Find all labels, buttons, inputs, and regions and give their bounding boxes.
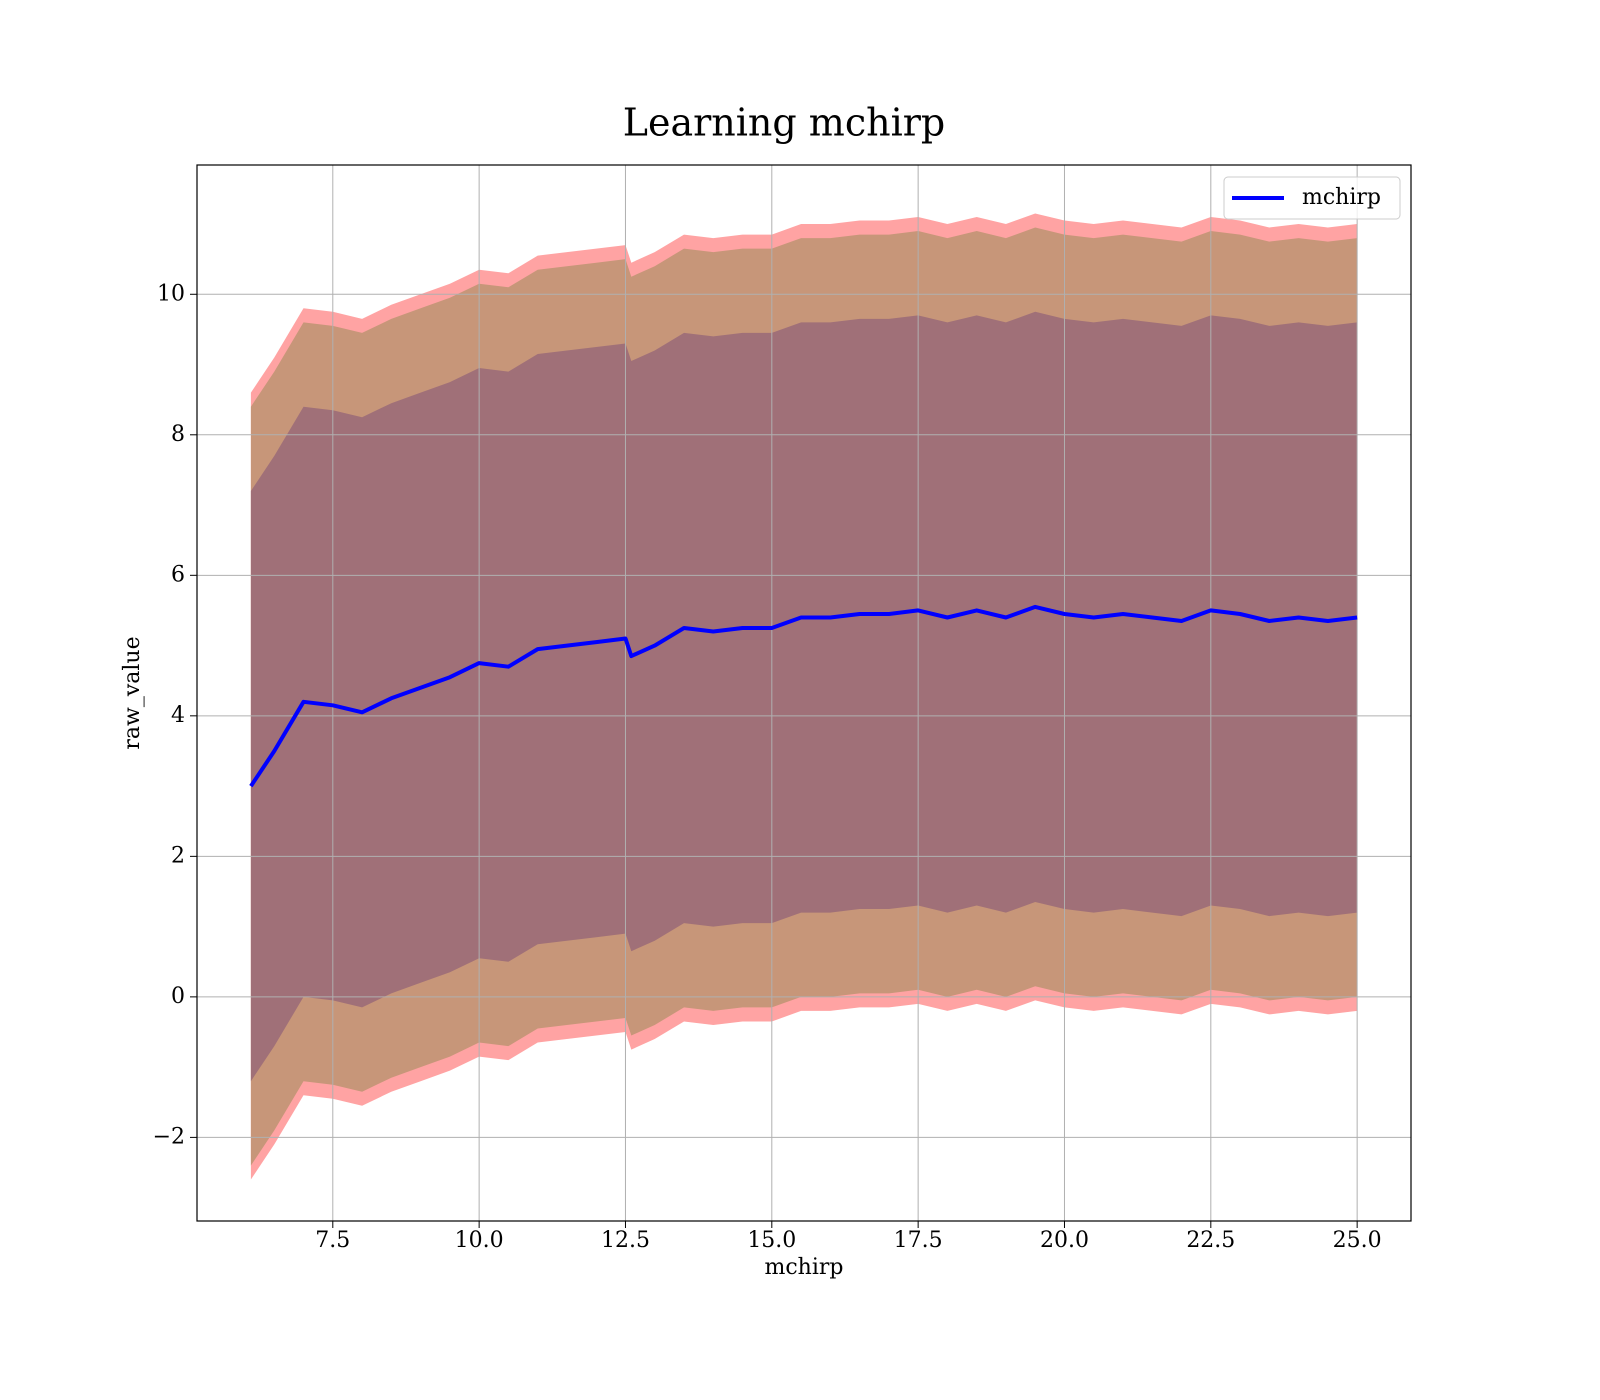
confidence-band [250,311,1358,1082]
x-axis-label: mchirp [765,1255,844,1280]
y-tick-label: 6 [171,562,185,587]
x-tick-label: 20.0 [1040,1228,1089,1253]
y-tick-label: 2 [171,843,185,868]
plot-frame [196,164,1412,1222]
x-tick-label: 22.5 [1186,1228,1235,1253]
x-tick-label: 17.5 [894,1228,943,1253]
y-tick-label: 4 [171,703,185,728]
x-tick-label: 7.5 [315,1228,350,1253]
x-tick-label: 25.0 [1333,1228,1382,1253]
y-axis-label: raw_value [120,636,145,749]
x-tick-label: 10.0 [455,1228,504,1253]
chart-title: Learning mchirp [623,101,945,145]
y-tick-label: 8 [171,422,185,447]
x-tick-label: 12.5 [601,1228,650,1253]
x-tick-label: 15.0 [747,1228,796,1253]
y-tick-label: 0 [171,984,185,1009]
legend-box [1223,176,1401,220]
line-series [249,604,1358,788]
y-tick-label: −2 [153,1124,185,1149]
y-tick-label: 10 [157,281,185,306]
legend-label: mchirp [1302,185,1381,210]
